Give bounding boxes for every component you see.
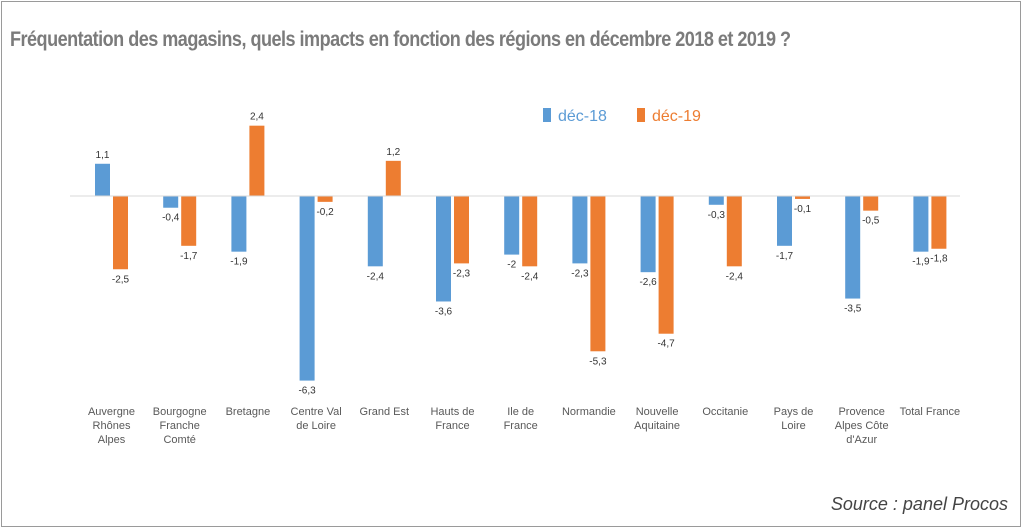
value-label-s1-c7: -2 [507, 260, 516, 271]
value-label-s2-c12: -0,5 [862, 216, 880, 227]
bar-s1-c10 [708, 196, 724, 205]
category-label-1-line-1: Auvergne [88, 406, 135, 418]
bar-s2-c11 [795, 196, 810, 199]
category-label-4-line-1: Centre Val [291, 406, 342, 418]
value-label-s1-c4: -6,3 [298, 386, 316, 397]
bar-s2-c5 [385, 160, 401, 196]
bar-s1-c7 [504, 196, 520, 255]
value-label-s1-c2: -0,4 [162, 213, 180, 224]
bar-s1-c11 [777, 196, 792, 246]
bar-s2-c9 [658, 196, 674, 334]
bar-s2-c7 [522, 196, 538, 267]
category-label-11-line-1: Pays de [774, 406, 814, 418]
bar-s1-c1 [95, 163, 110, 196]
source-note: Source : panel Procos [830, 494, 1008, 514]
category-label-7-line-1: Ile de [507, 406, 534, 418]
bar-s1-c4 [299, 196, 315, 381]
value-label-s2-c11: -0,1 [794, 204, 812, 215]
category-label-7-line-2: France [504, 420, 538, 432]
value-label-s1-c10: -0,3 [708, 210, 726, 221]
bar-s2-c4 [317, 196, 333, 202]
legend-swatch-1 [543, 108, 551, 122]
value-label-s2-c4: -0,2 [316, 207, 334, 218]
bar-s1-c12 [845, 196, 861, 299]
value-label-s2-c6: -2,3 [453, 268, 471, 279]
bar-s1-c5 [367, 196, 383, 267]
value-label-s2-c9: -4,7 [657, 339, 675, 350]
legend-label-1: déc-18 [558, 108, 607, 125]
category-label-1-line-3: Alpes [98, 434, 126, 446]
bar-s2-c2 [181, 196, 197, 246]
category-label-1-line-2: Rhônes [93, 420, 131, 432]
value-label-s1-c13: -1,9 [912, 257, 930, 268]
value-label-s1-c12: -3,5 [844, 304, 862, 315]
value-label-s2-c2: -1,7 [180, 251, 198, 262]
category-label-6-line-2: France [435, 420, 469, 432]
value-label-s2-c1: -2,5 [112, 274, 130, 285]
bar-s2-c3 [249, 125, 265, 196]
category-label-6-line-1: Hauts de [430, 406, 474, 418]
value-label-s1-c3: -1,9 [230, 257, 248, 268]
category-label-12-line-3: d'Azur [846, 434, 877, 446]
bar-s2-c13 [931, 196, 947, 249]
category-labels: Auvergne Rhônes Alpes Bourgogne Franche Comté… [88, 406, 960, 446]
bar-s1-c2 [163, 196, 179, 208]
chart-title: Fréquentation des magasins, quels impact… [10, 28, 791, 51]
legend-swatch-2 [637, 108, 645, 122]
legend-label-2: déc-19 [652, 108, 701, 125]
value-label-s2-c13: -1,8 [930, 254, 948, 265]
category-label-3-line-1: Bretagne [226, 406, 271, 418]
category-label-2-line-2: Franche [160, 420, 200, 432]
bar-s1-c9 [640, 196, 656, 273]
value-label-s1-c9: -2,6 [639, 277, 657, 288]
value-label-s1-c1: 1,1 [96, 150, 110, 161]
value-label-s2-c5: 1,2 [386, 147, 400, 158]
value-label-s1-c8: -2,3 [571, 268, 589, 279]
category-label-2-line-3: Comté [163, 434, 195, 446]
value-label-s1-c11: -1,7 [776, 251, 794, 262]
category-label-2-line-1: Bourgogne [153, 406, 207, 418]
category-label-4-line-2: de Loire [296, 420, 336, 432]
bar-s2-c6 [454, 196, 469, 264]
bar-s2-c1 [113, 196, 128, 270]
bar-s1-c13 [913, 196, 929, 252]
bar-s2-c8 [590, 196, 606, 352]
value-label-s2-c7: -2,4 [521, 271, 539, 282]
legend: déc-18 déc-19 [543, 108, 701, 125]
bar-s2-c12 [863, 196, 879, 211]
category-label-13-line-1: Total France [900, 406, 961, 418]
category-label-9-line-1: Nouvelle [636, 406, 679, 418]
bars [95, 125, 947, 381]
category-label-5-line-1: Grand Est [360, 406, 410, 418]
bar-s2-c10 [726, 196, 742, 267]
value-labels: 1,1 -2,5 -0,4 -1,7 -1,9 2,4 -6,3 -0,2 -2,4 1,2 -3,… [96, 112, 948, 397]
value-label-s2-c3: 2,4 [250, 112, 264, 123]
category-label-12-line-1: Provence [838, 406, 884, 418]
value-label-s2-c8: -5,3 [589, 356, 607, 367]
bar-s1-c6 [436, 196, 451, 302]
value-label-s1-c6: -3,6 [435, 306, 453, 317]
category-label-12-line-2: Alpes Côte [835, 420, 889, 432]
category-label-8-line-1: Normandie [562, 406, 616, 418]
value-label-s2-c10: -2,4 [726, 271, 744, 282]
category-label-10-line-1: Occitanie [702, 406, 748, 418]
category-label-11-line-2: Loire [781, 420, 805, 432]
bar-s1-c8 [572, 196, 588, 264]
value-label-s1-c5: -2,4 [367, 271, 385, 282]
category-label-9-line-2: Aquitaine [634, 420, 680, 432]
bar-s1-c3 [231, 196, 247, 252]
